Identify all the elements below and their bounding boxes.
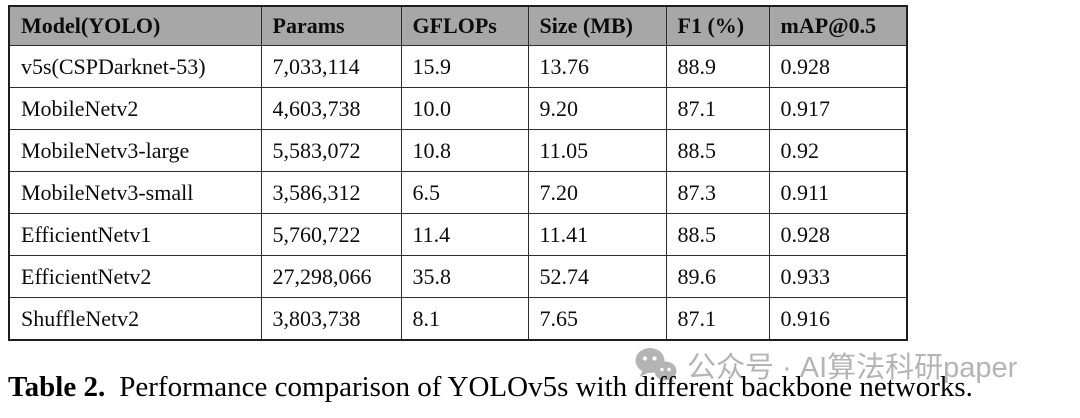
cell-f1: 87.1 [665,297,770,341]
table-row: EfficientNetv1 5,760,722 11.4 11.41 88.5… [8,213,908,256]
table-row: EfficientNetv2 27,298,066 35.8 52.74 89.… [8,255,908,298]
cell-gflops: 10.8 [400,129,529,172]
cell-size: 7.20 [527,171,667,214]
cell-gflops: 35.8 [400,255,529,298]
table-row: v5s(CSPDarknet-53) 7,033,114 15.9 13.76 … [8,45,908,88]
col-header-map: mAP@0.5 [768,5,908,46]
cell-map: 0.916 [768,297,908,341]
cell-f1: 89.6 [665,255,770,298]
cell-model: EfficientNetv1 [8,213,262,256]
cell-gflops: 10.0 [400,87,529,130]
cell-size: 11.41 [527,213,667,256]
table-header: Model(YOLO) Params GFLOPs Size (MB) F1 (… [8,5,908,46]
performance-table: Model(YOLO) Params GFLOPs Size (MB) F1 (… [8,5,908,341]
cell-map: 0.911 [768,171,908,214]
col-header-params: Params [260,5,402,46]
header-row: Model(YOLO) Params GFLOPs Size (MB) F1 (… [8,5,908,46]
cell-f1: 87.3 [665,171,770,214]
cell-map: 0.92 [768,129,908,172]
cell-params: 3,586,312 [260,171,402,214]
caption-text: Performance comparison of YOLOv5s with d… [119,371,973,403]
cell-model: ShuffleNetv2 [8,297,262,341]
cell-params: 7,033,114 [260,45,402,88]
cell-model: MobileNetv2 [8,87,262,130]
table-caption: Table 2. Performance comparison of YOLOv5… [8,371,973,404]
cell-map: 0.933 [768,255,908,298]
col-header-model: Model(YOLO) [8,5,262,46]
table-row: MobileNetv2 4,603,738 10.0 9.20 87.1 0.9… [8,87,908,130]
cell-model: v5s(CSPDarknet-53) [8,45,262,88]
cell-gflops: 6.5 [400,171,529,214]
cell-params: 5,583,072 [260,129,402,172]
cell-f1: 88.5 [665,213,770,256]
cell-f1: 87.1 [665,87,770,130]
cell-size: 13.76 [527,45,667,88]
table-row: MobileNetv3-large 5,583,072 10.8 11.05 8… [8,129,908,172]
caption-label: Table 2. [8,371,106,403]
cell-size: 7.65 [527,297,667,341]
cell-model: MobileNetv3-small [8,171,262,214]
cell-f1: 88.5 [665,129,770,172]
cell-model: MobileNetv3-large [8,129,262,172]
cell-params: 4,603,738 [260,87,402,130]
cell-gflops: 11.4 [400,213,529,256]
cell-params: 5,760,722 [260,213,402,256]
cell-params: 27,298,066 [260,255,402,298]
cell-f1: 88.9 [665,45,770,88]
col-header-gflops: GFLOPs [400,5,529,46]
cell-map: 0.917 [768,87,908,130]
table-row: ShuffleNetv2 3,803,738 8.1 7.65 87.1 0.9… [8,297,908,341]
wechat-watermark: 公众号 · AI算法科研paper [634,344,1017,386]
cell-model: EfficientNetv2 [8,255,262,298]
col-header-size: Size (MB) [527,5,667,46]
cell-size: 11.05 [527,129,667,172]
cell-size: 52.74 [527,255,667,298]
watermark-text: 公众号 · AI算法科研paper [687,352,1018,384]
cell-gflops: 8.1 [400,297,529,341]
cell-map: 0.928 [768,45,908,88]
wechat-icon [635,347,677,383]
cell-size: 9.20 [527,87,667,130]
cell-gflops: 15.9 [400,45,529,88]
table-row: MobileNetv3-small 3,586,312 6.5 7.20 87.… [8,171,908,214]
table-body: v5s(CSPDarknet-53) 7,033,114 15.9 13.76 … [8,45,908,341]
col-header-f1: F1 (%) [665,5,770,46]
cell-params: 3,803,738 [260,297,402,341]
cell-map: 0.928 [768,213,908,256]
